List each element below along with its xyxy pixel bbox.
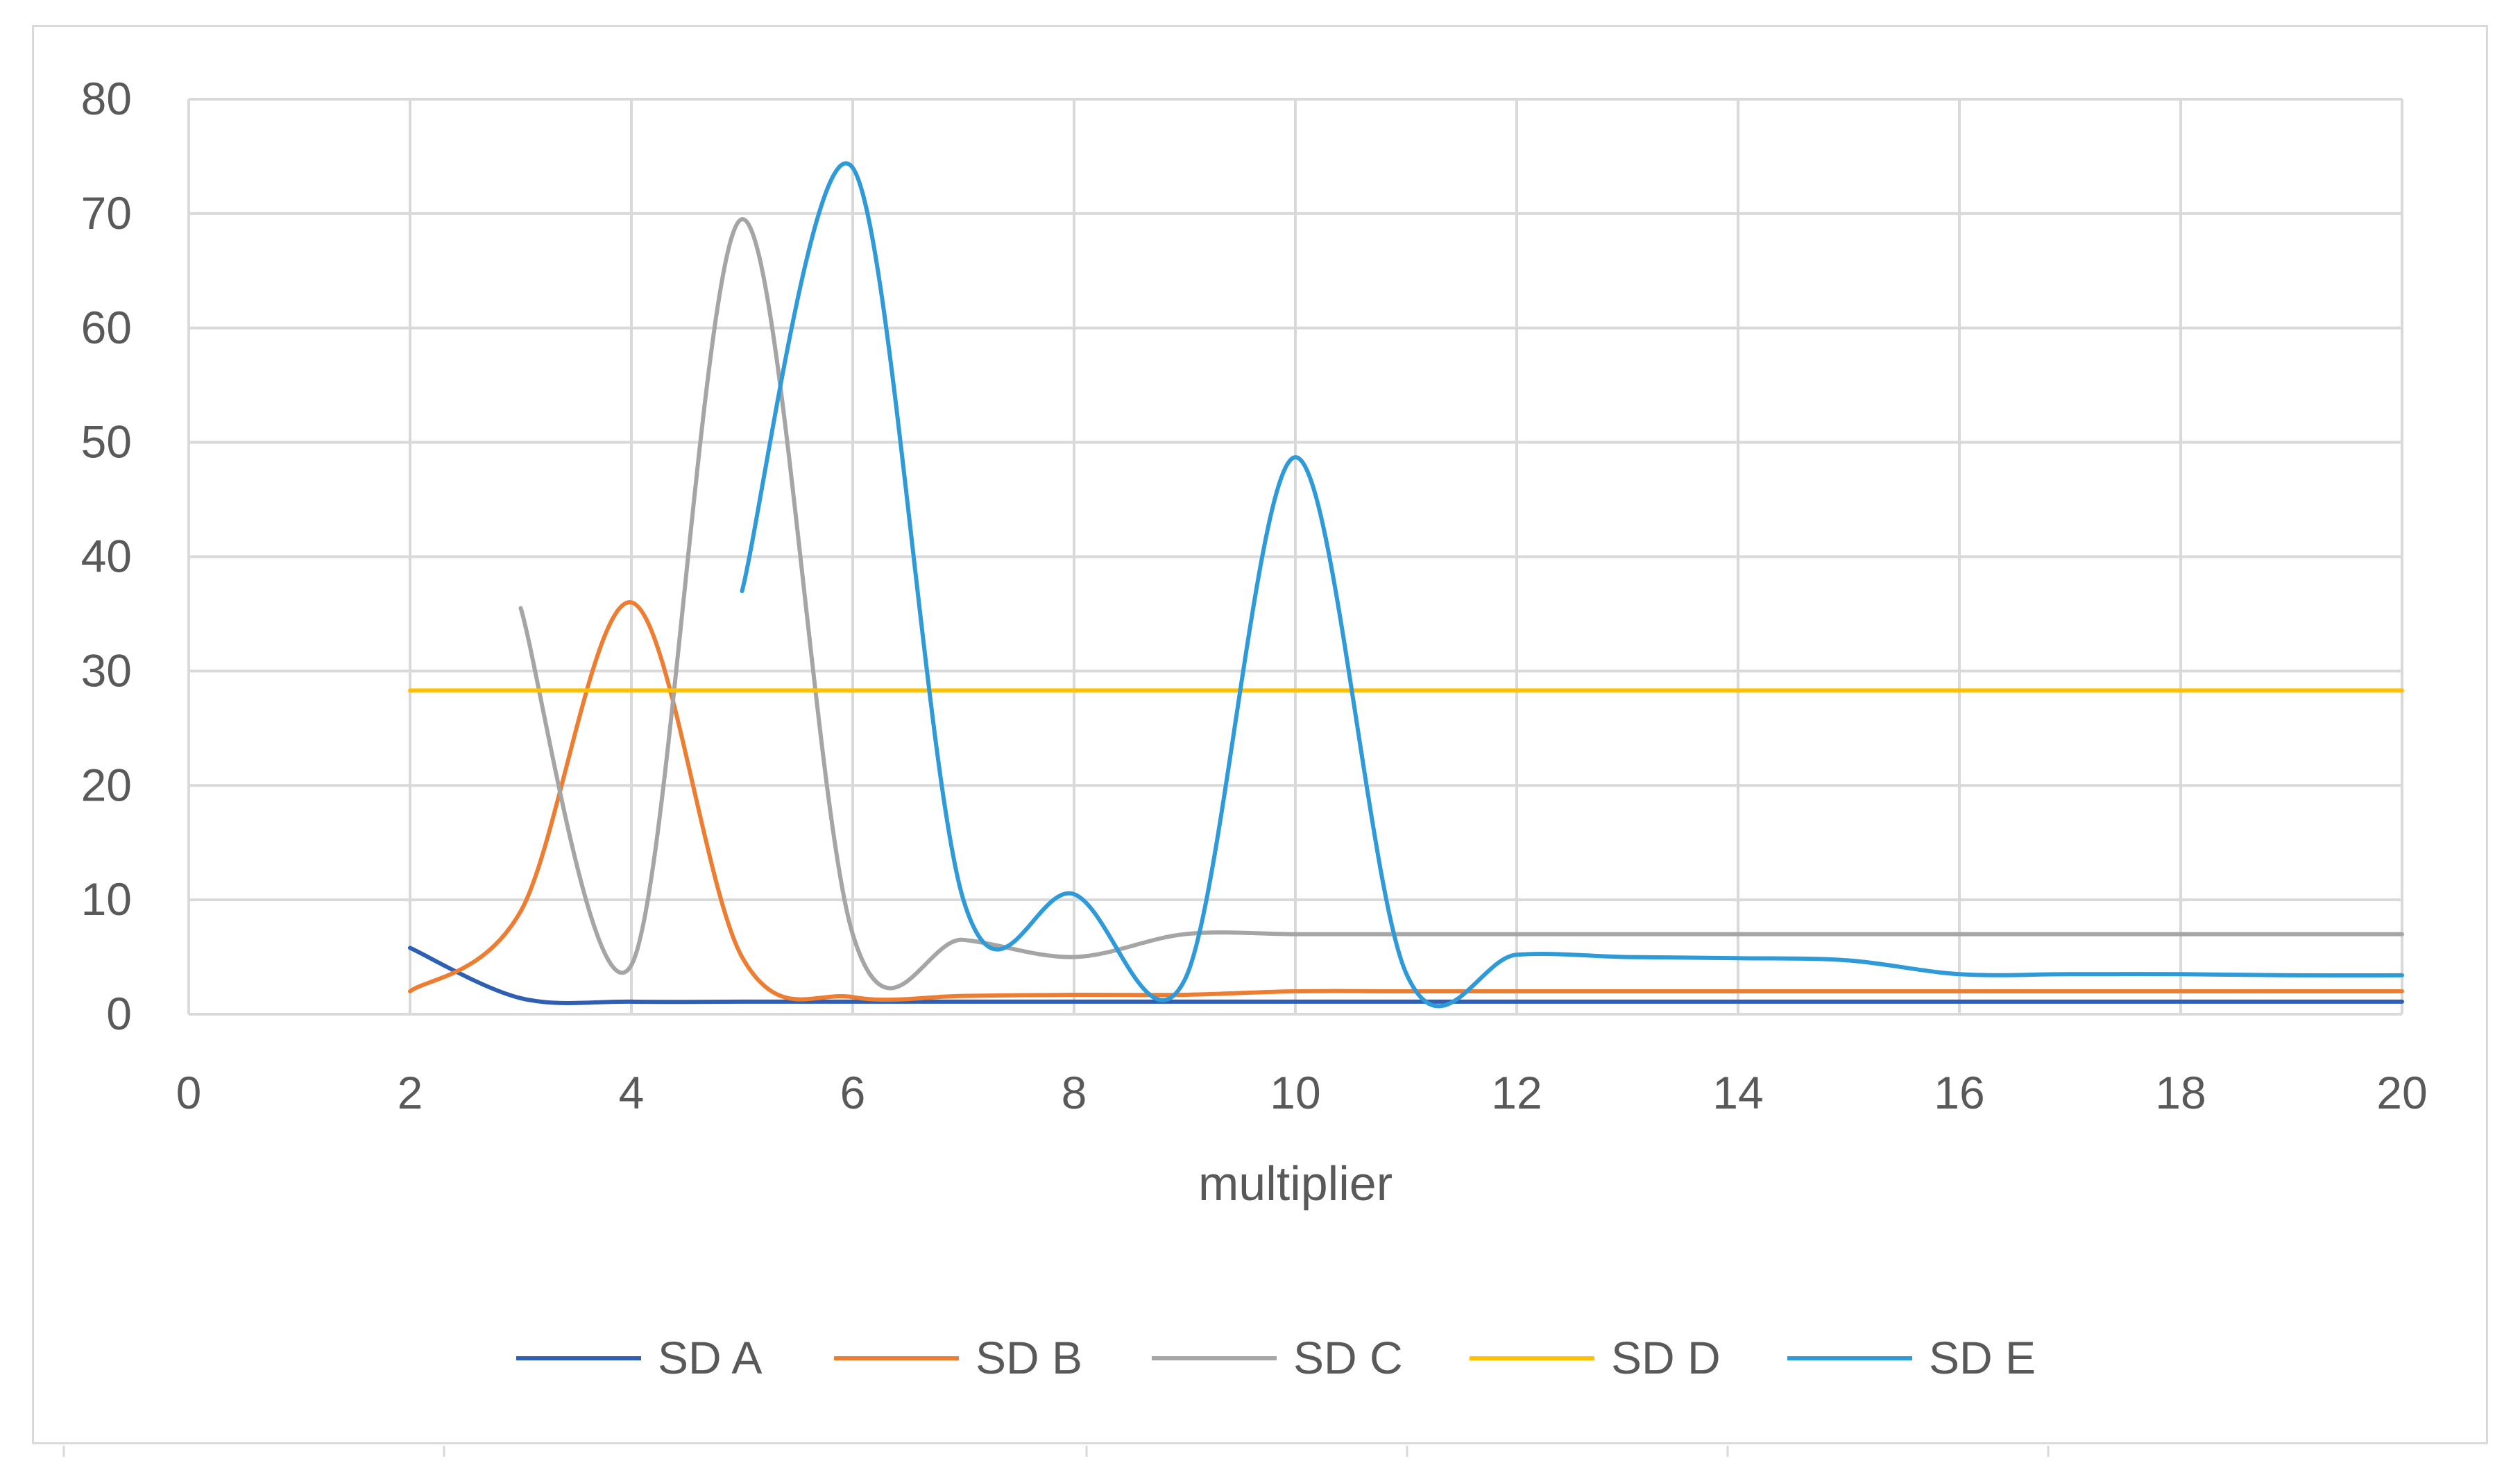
x-axis-title: multiplier (1198, 1156, 1393, 1211)
x-tick-label: 16 (1934, 1067, 1984, 1118)
y-tick-label: 80 (81, 73, 132, 124)
x-tick-label: 10 (1270, 1067, 1320, 1118)
x-tick-label: 18 (2155, 1067, 2206, 1118)
y-tick-label: 20 (81, 759, 132, 810)
series-line-sd-e (740, 161, 2404, 1009)
series-lines (408, 161, 2404, 1009)
legend-label-sd-b: SD B (976, 1332, 1082, 1383)
y-tick-label: 70 (81, 187, 132, 239)
x-tick-label: 14 (1712, 1067, 1763, 1118)
frame-bottom-ticks (62, 1446, 2050, 1457)
y-tick-label: 0 (106, 988, 132, 1039)
chart-frame (32, 25, 2488, 1444)
y-tick-label: 30 (81, 644, 132, 696)
series-line-sd-c (518, 217, 2404, 991)
gridlines (187, 98, 2403, 1016)
x-tick-label: 8 (1062, 1067, 1087, 1118)
x-axis-tick-labels: 0 2 4 6 8 10 12 14 16 18 20 (176, 1067, 2428, 1118)
y-tick-label: 10 (81, 873, 132, 925)
legend-label-sd-a: SD A (658, 1332, 762, 1383)
y-tick-label: 50 (81, 416, 132, 468)
x-tick-label: 12 (1491, 1067, 1542, 1118)
y-tick-label: 60 (81, 302, 132, 353)
legend: SD A SD B SD C SD D SD E (516, 1332, 2036, 1383)
legend-label-sd-c: SD C (1293, 1332, 1403, 1383)
legend-label-sd-d: SD D (1611, 1332, 1721, 1383)
series-line-sd-a (408, 946, 2404, 1005)
y-axis-tick-labels: 0 10 20 30 40 50 60 70 80 (81, 73, 132, 1039)
y-tick-label: 40 (81, 531, 132, 582)
x-tick-label: 20 (2376, 1067, 2427, 1118)
series-line-sd-b (408, 600, 2404, 1002)
legend-label-sd-e: SD E (1929, 1332, 2036, 1383)
x-tick-label: 0 (176, 1067, 202, 1118)
x-tick-label: 6 (840, 1067, 866, 1118)
x-tick-label: 4 (619, 1067, 645, 1118)
x-tick-label: 2 (398, 1067, 423, 1118)
